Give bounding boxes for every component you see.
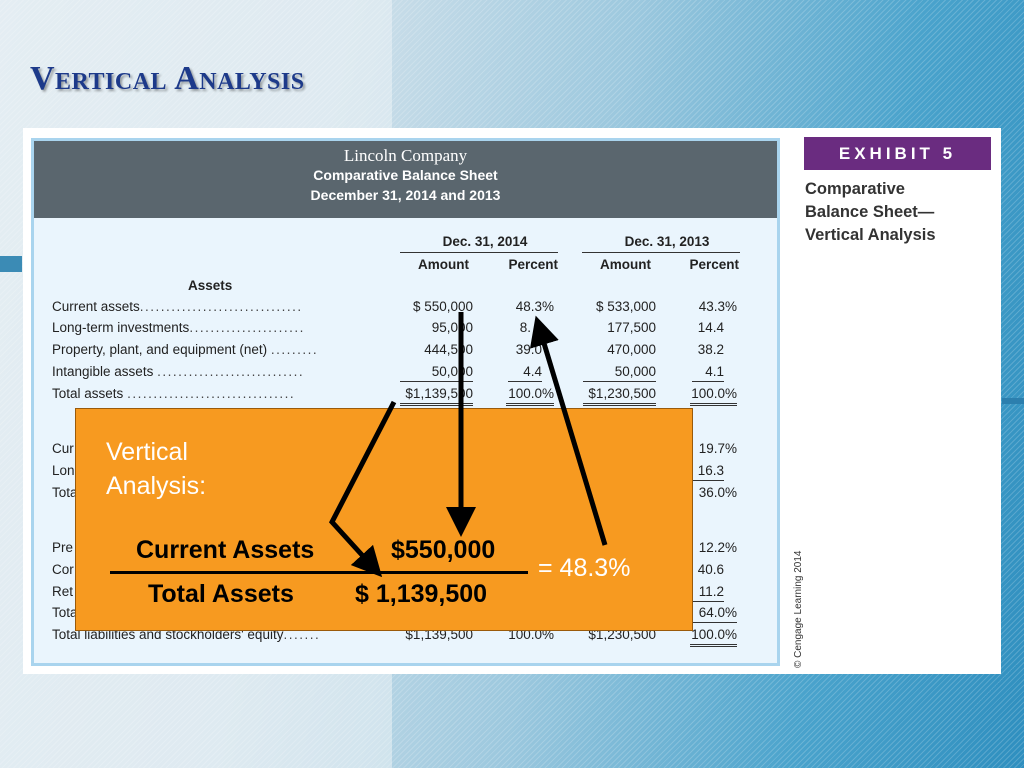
col-header-amount: Amount [418, 257, 469, 272]
percent-2013: 16.3 [697, 463, 724, 478]
section-heading: Assets [188, 278, 233, 293]
percent-2013: 100.0% [691, 627, 737, 642]
row-label: Long-term investments [52, 320, 190, 335]
exhibit-caption: Comparative Balance Sheet— Vertical Anal… [805, 178, 995, 247]
copyright-notice: © Cengage Learning 2014 [793, 550, 804, 668]
percent-2013: 100.0% [691, 386, 737, 401]
row-label: Pre [52, 540, 74, 555]
amount-2013: 470,000 [607, 342, 656, 357]
percent-2013: 11.2 [698, 584, 724, 599]
percent-2013: 40.6 [697, 562, 724, 577]
col-group-rule [582, 252, 740, 253]
balance-sheet-header: Lincoln Company Comparative Balance Shee… [34, 141, 777, 218]
percent-2014: 4.4 [523, 364, 542, 379]
subtotal-rule [692, 622, 737, 623]
row-label: Tota [52, 605, 78, 620]
subtotal-rule [692, 381, 724, 382]
amount-2014: 50,000 [431, 364, 473, 379]
percent-2014: 48.3% [515, 299, 554, 314]
sheet-title: Comparative Balance Sheet [313, 167, 498, 183]
amount-2014: 95,000 [431, 320, 473, 335]
callout-label-line: Analysis: [106, 472, 207, 500]
col-group-2013: Dec. 31, 2013 [624, 234, 710, 249]
total-double-rule [690, 644, 737, 647]
background-accent [0, 256, 22, 272]
row-label: Cur [52, 441, 74, 456]
denominator-value: $ 1,139,500 [355, 580, 488, 608]
fraction-bar [110, 571, 528, 574]
caption-line: Vertical Analysis [805, 226, 936, 244]
amount-2013: $1,230,500 [588, 386, 656, 401]
amount-2014: $1,139,500 [405, 386, 473, 401]
col-group-2014: Dec. 31, 2014 [442, 234, 528, 249]
col-header-amount: Amount [600, 257, 651, 272]
percent-2014: 100.0% [508, 386, 554, 401]
amount-2014: 444,500 [424, 342, 473, 357]
percent-2014: 39.0 [515, 342, 542, 357]
col-header-percent: Percent [689, 257, 739, 272]
percent-2013: 14.4 [697, 320, 724, 335]
caption-line: Comparative [805, 180, 905, 198]
row-label: Tota [52, 485, 78, 500]
col-header-percent: Percent [508, 257, 558, 272]
slide-title: Vertical Analysis [30, 60, 305, 97]
amount-2013: 50,000 [614, 364, 656, 379]
amount-2014: $ 550,000 [412, 299, 473, 314]
callout-label-line: Vertical [106, 438, 188, 466]
total-double-rule [583, 403, 656, 406]
leader-dots: ...................... [189, 320, 305, 335]
caption-line: Balance Sheet— [805, 203, 935, 221]
row-label: Total assets [52, 386, 124, 401]
row-label: Property, plant, and equipment (net) [52, 342, 268, 357]
company-name: Lincoln Company [343, 146, 468, 165]
denominator-label: Total Assets [148, 580, 294, 608]
leader-dots: ............................ [157, 364, 305, 379]
total-double-rule [690, 403, 737, 406]
percent-2013: 38.2 [697, 342, 724, 357]
callout-label: Vertical Analysis: [106, 435, 306, 503]
percent-2013: 4.1 [705, 364, 724, 379]
subtotal-rule [692, 480, 724, 481]
subtotal-rule [508, 381, 542, 382]
subtotal-rule [583, 381, 656, 382]
percent-2014: 8. [519, 320, 531, 335]
percent-2013: 19.7% [698, 441, 737, 456]
leader-dots: ......... [270, 342, 319, 357]
total-double-rule [400, 403, 473, 406]
leader-dots: ................................ [127, 386, 296, 401]
exhibit-tag: EXHIBIT 5 [804, 137, 991, 170]
percent-2013: 43.3% [698, 299, 737, 314]
percent-2013: 12.2% [698, 540, 737, 555]
total-double-rule [506, 403, 554, 406]
leader-dots: ............................... [139, 299, 303, 314]
row-label: Lon [52, 463, 75, 478]
numerator-value: $550,000 [391, 536, 496, 564]
subtotal-rule [692, 601, 724, 602]
row-label: Cor [52, 562, 74, 577]
background-accent-right [1002, 398, 1024, 404]
percent-2013: 36.0% [698, 485, 737, 500]
amount-2013: $ 533,000 [595, 299, 656, 314]
row-label: Ret [52, 584, 74, 599]
amount-2013: 177,500 [607, 320, 656, 335]
subtotal-rule [400, 381, 473, 382]
sheet-date: December 31, 2014 and 2013 [310, 187, 501, 203]
row-label: Current assets [52, 299, 140, 314]
result-value: = 48.3% [538, 554, 631, 582]
numerator-label: Current Assets [136, 536, 315, 564]
col-group-rule [400, 252, 558, 253]
row-label: Intangible assets [52, 364, 154, 379]
percent-2013: 64.0% [698, 605, 737, 620]
